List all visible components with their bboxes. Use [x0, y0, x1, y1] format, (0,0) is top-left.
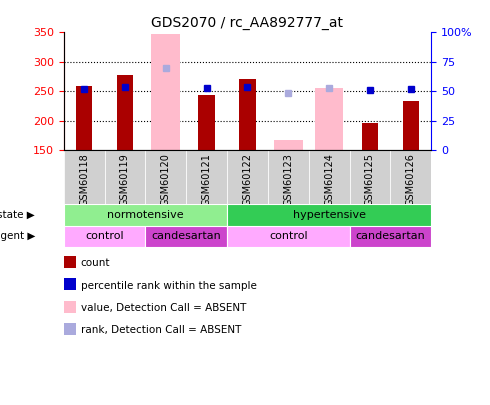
Text: rank, Detection Call = ABSENT: rank, Detection Call = ABSENT	[81, 325, 241, 335]
Text: control: control	[269, 231, 308, 241]
Bar	[151, 34, 180, 150]
Bar	[76, 85, 92, 150]
Text: GSM60119: GSM60119	[120, 153, 130, 206]
Bar	[64, 226, 146, 247]
Text: agent ▶: agent ▶	[0, 231, 35, 241]
Bar	[146, 226, 227, 247]
Text: GSM60122: GSM60122	[243, 153, 252, 206]
Text: GSM60126: GSM60126	[406, 153, 416, 206]
Bar	[186, 150, 227, 204]
Bar	[403, 101, 419, 150]
Bar	[227, 226, 349, 247]
Text: GSM60123: GSM60123	[283, 153, 294, 206]
Bar	[274, 140, 303, 150]
Text: candesartan: candesartan	[151, 231, 221, 241]
Bar	[239, 79, 256, 150]
Text: control: control	[85, 231, 124, 241]
Bar	[104, 150, 146, 204]
Bar	[64, 204, 227, 226]
Bar	[268, 150, 309, 204]
Bar	[349, 226, 431, 247]
Text: percentile rank within the sample: percentile rank within the sample	[81, 281, 257, 290]
Bar	[227, 204, 431, 226]
Text: candesartan: candesartan	[355, 231, 425, 241]
Text: value, Detection Call = ABSENT: value, Detection Call = ABSENT	[81, 303, 246, 313]
Bar	[315, 88, 343, 150]
Bar	[146, 150, 186, 204]
Title: GDS2070 / rc_AA892777_at: GDS2070 / rc_AA892777_at	[151, 16, 343, 30]
Text: hypertensive: hypertensive	[293, 210, 366, 220]
Bar	[227, 150, 268, 204]
Text: GSM60124: GSM60124	[324, 153, 334, 206]
Bar	[309, 150, 349, 204]
Bar	[64, 150, 104, 204]
Bar	[391, 150, 431, 204]
Text: normotensive: normotensive	[107, 210, 184, 220]
Text: GSM60125: GSM60125	[365, 153, 375, 206]
Bar	[198, 95, 215, 150]
Text: count: count	[81, 258, 110, 268]
Bar	[349, 150, 391, 204]
Bar	[362, 123, 378, 150]
Text: GSM60121: GSM60121	[201, 153, 212, 206]
Text: disease state ▶: disease state ▶	[0, 210, 35, 220]
Bar	[117, 75, 133, 150]
Text: GSM60118: GSM60118	[79, 153, 89, 206]
Text: GSM60120: GSM60120	[161, 153, 171, 206]
